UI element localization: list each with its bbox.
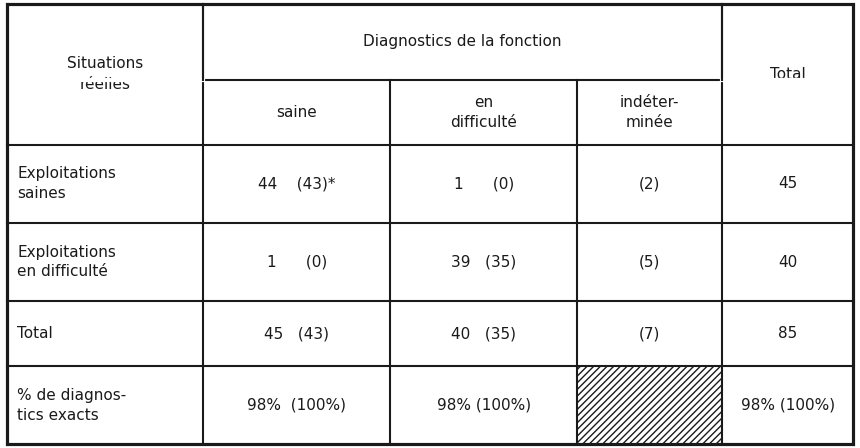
Text: (7): (7) — [639, 326, 660, 341]
Text: Total: Total — [17, 326, 53, 341]
Bar — [577, 366, 722, 444]
Text: (5): (5) — [639, 254, 660, 270]
Text: indéter-
minée: indéter- minée — [620, 95, 679, 129]
Text: 98% (100%): 98% (100%) — [740, 398, 835, 413]
Text: 98%  (100%): 98% (100%) — [248, 398, 347, 413]
Text: 85: 85 — [778, 326, 797, 341]
Text: 40   (35): 40 (35) — [452, 326, 516, 341]
Text: Exploitations
saines: Exploitations saines — [17, 166, 116, 201]
Text: 1      (0): 1 (0) — [453, 176, 514, 191]
Text: 40: 40 — [778, 254, 797, 270]
Text: Diagnostics de la fonction: Diagnostics de la fonction — [364, 34, 562, 49]
Text: en
difficulté: en difficulté — [451, 95, 517, 129]
Text: 45: 45 — [778, 176, 797, 191]
Text: 1      (0): 1 (0) — [267, 254, 327, 270]
Text: 45   (43): 45 (43) — [264, 326, 329, 341]
Text: Situations
réelles: Situations réelles — [67, 56, 143, 92]
Text: 98% (100%): 98% (100%) — [437, 398, 531, 413]
Text: 39   (35): 39 (35) — [452, 254, 516, 270]
Text: 44    (43)*: 44 (43)* — [258, 176, 335, 191]
Text: % de diagnos-
tics exacts: % de diagnos- tics exacts — [17, 388, 126, 422]
Text: saine: saine — [276, 105, 317, 120]
Text: Total: Total — [770, 67, 806, 82]
Text: Exploitations
en difficulté: Exploitations en difficulté — [17, 245, 116, 280]
Text: (2): (2) — [639, 176, 660, 191]
Bar — [577, 366, 722, 444]
